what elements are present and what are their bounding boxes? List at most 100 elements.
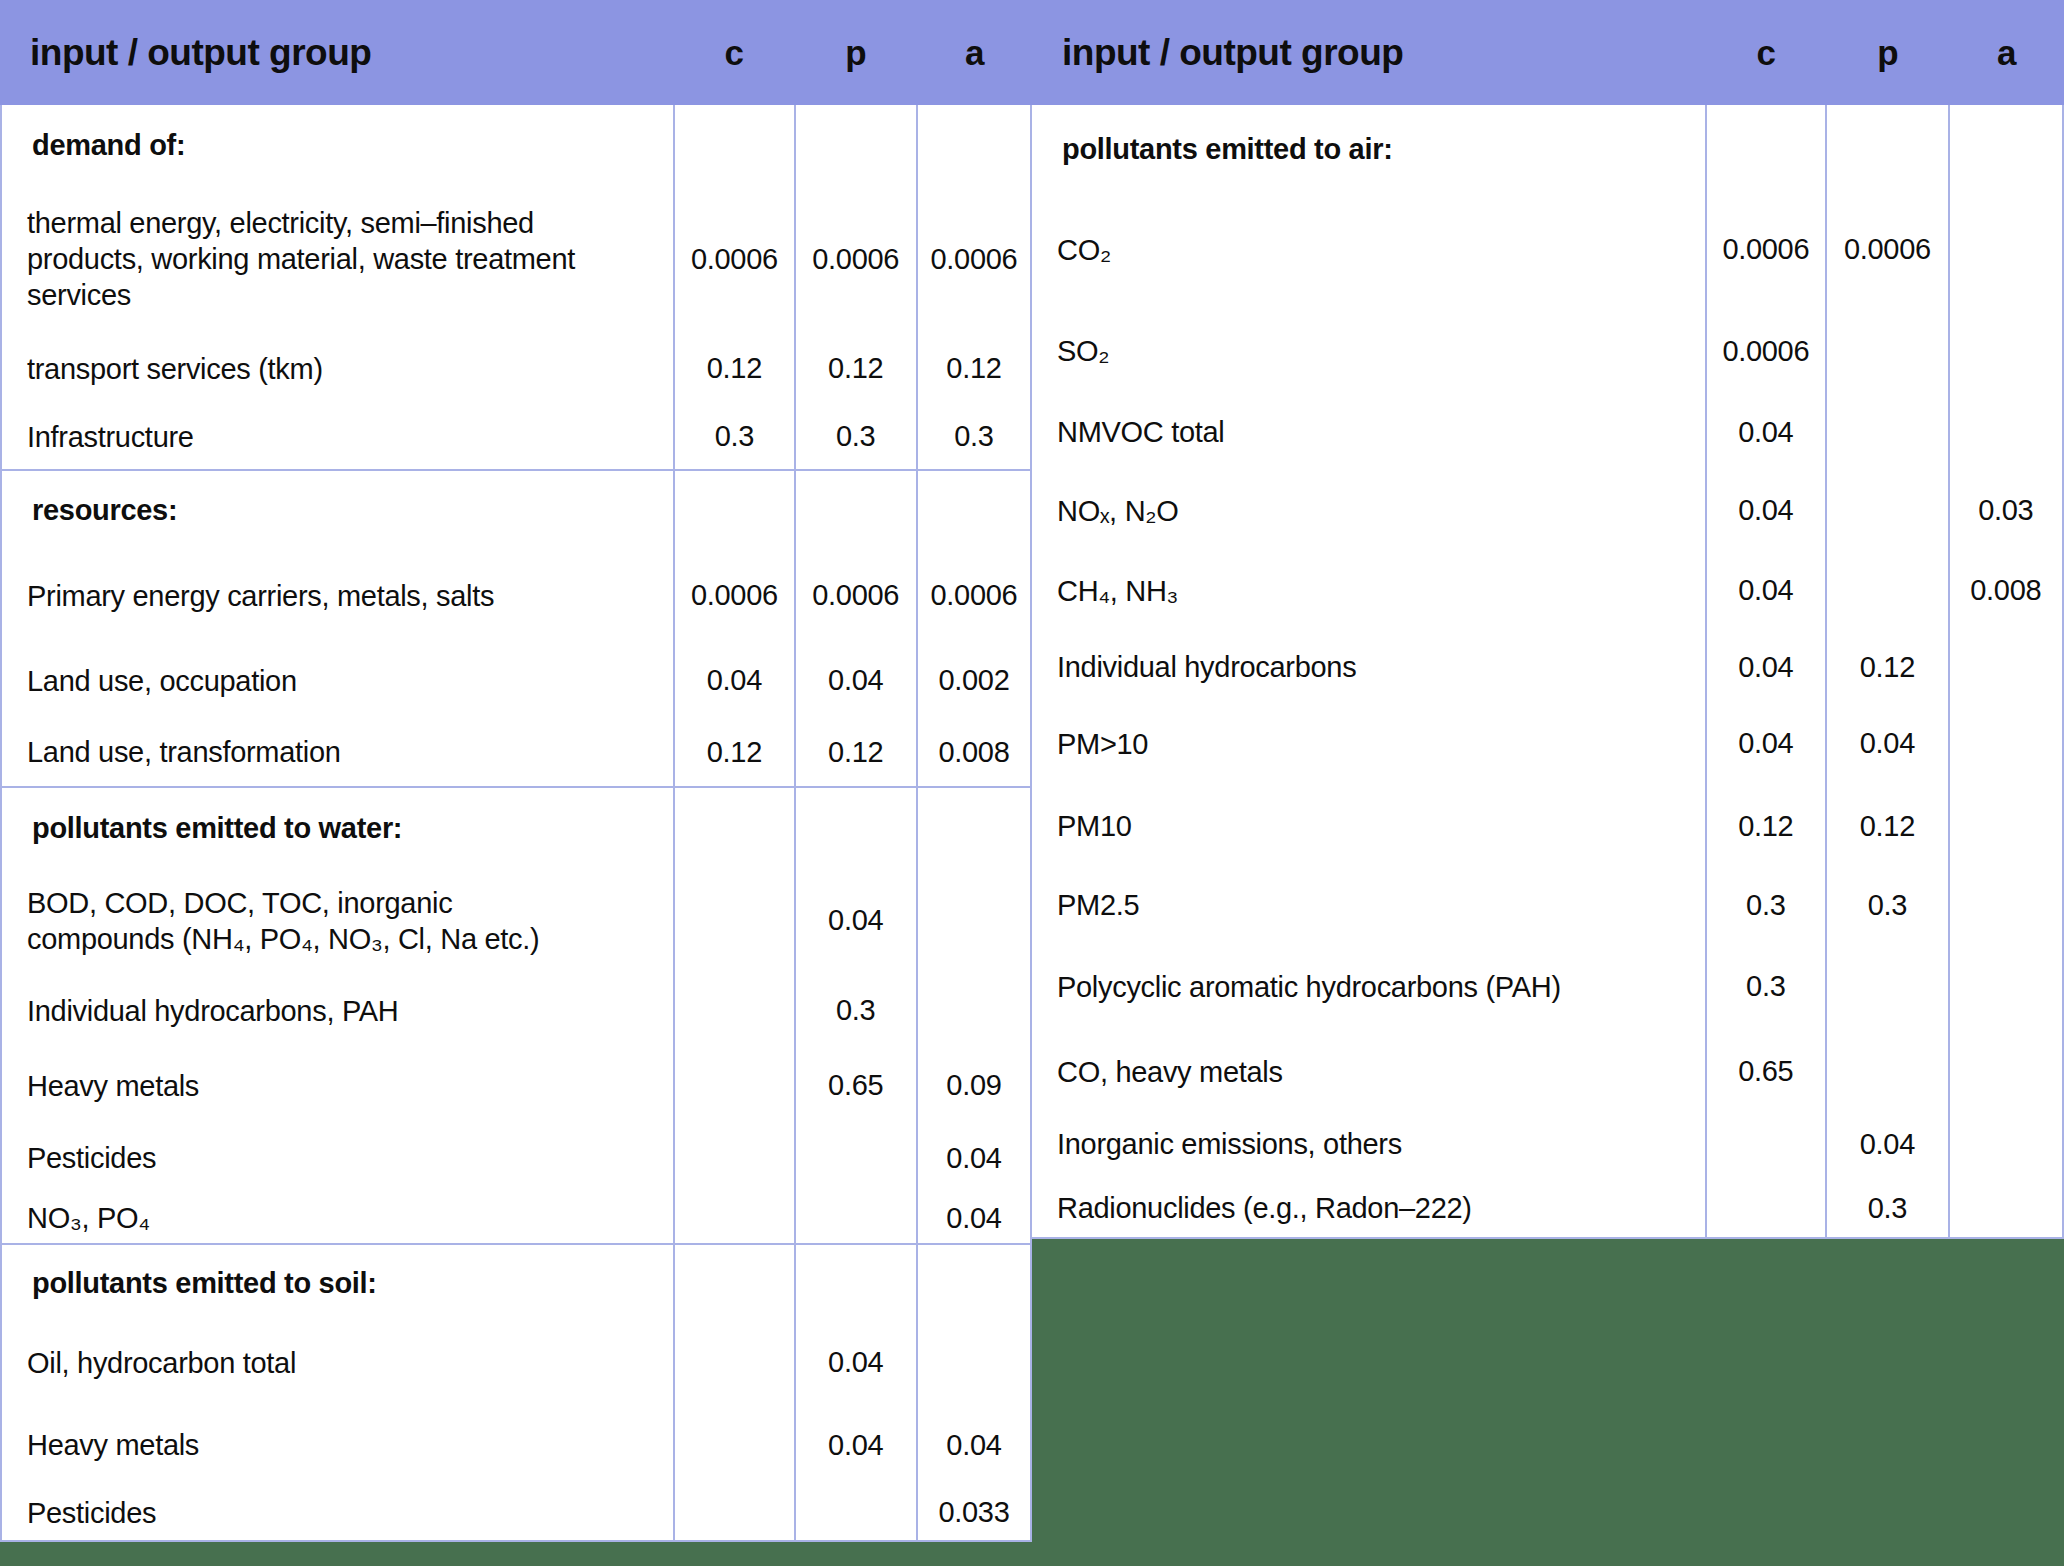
value-cell-a bbox=[1948, 193, 2062, 306]
value-cell-p bbox=[1825, 396, 1948, 468]
right-table-body: pollutants emitted to air: CO₂ 0.0006 0.… bbox=[1032, 105, 2064, 1239]
value-cell-p bbox=[794, 105, 916, 185]
value-cell-c: 0.3 bbox=[673, 404, 793, 469]
column-title: input / output group bbox=[1032, 32, 1706, 74]
value-cell-c bbox=[673, 788, 793, 868]
value-cell-p bbox=[1825, 306, 1948, 396]
value-cell-a: 0.002 bbox=[916, 643, 1030, 718]
value-cell-c: 0.3 bbox=[1705, 939, 1826, 1034]
value-cell-a: 0.03 bbox=[1948, 468, 2062, 553]
row-label: Pesticides bbox=[2, 1485, 673, 1540]
table-row: thermal energy, electricity, semi–finish… bbox=[2, 185, 1030, 333]
page: input / output group c p a demand of: th… bbox=[0, 0, 2064, 1566]
row-label: PM>10 bbox=[1032, 706, 1705, 781]
value-cell-a: 0.04 bbox=[916, 1123, 1030, 1193]
value-cell-c: 0.12 bbox=[673, 718, 793, 786]
table-row: CH₄, NH₃ 0.04 0.008 bbox=[1032, 553, 2062, 628]
value-cell-a: 0.3 bbox=[916, 404, 1030, 469]
left-table-header: input / output group c p a bbox=[0, 0, 1032, 105]
value-cell-a bbox=[1948, 871, 2062, 939]
value-cell-a bbox=[916, 973, 1030, 1048]
value-cell-c bbox=[673, 1123, 793, 1193]
section-title-row: demand of: bbox=[2, 105, 1030, 185]
row-label: Infrastructure bbox=[2, 404, 673, 469]
value-cell-p: 0.65 bbox=[794, 1048, 916, 1123]
value-cell-a bbox=[916, 471, 1030, 548]
section-title-row: resources: bbox=[2, 471, 1030, 548]
table-row: Primary energy carriers, metals, salts 0… bbox=[2, 548, 1030, 643]
value-cell-p bbox=[1825, 1034, 1948, 1109]
section-title: pollutants emitted to air: bbox=[1032, 105, 1705, 193]
table-row: Land use, occupation 0.04 0.04 0.002 bbox=[2, 643, 1030, 718]
value-cell-p bbox=[1825, 468, 1948, 553]
value-cell-c: 0.12 bbox=[1705, 781, 1826, 871]
value-cell-a bbox=[1948, 1109, 2062, 1179]
row-label: Inorganic emissions, others bbox=[1032, 1109, 1705, 1179]
table-row: Heavy metals 0.65 0.09 bbox=[2, 1048, 1030, 1123]
row-label: CO, heavy metals bbox=[1032, 1034, 1705, 1109]
section-air: pollutants emitted to air: CO₂ 0.0006 0.… bbox=[1032, 105, 2062, 1237]
value-cell-a bbox=[1948, 306, 2062, 396]
value-cell-p bbox=[1825, 105, 1948, 193]
value-cell-c: 0.04 bbox=[1705, 706, 1826, 781]
value-cell-a: 0.04 bbox=[916, 1405, 1030, 1485]
right-table: input / output group c p a pollutants em… bbox=[1032, 0, 2064, 1542]
table-row: Inorganic emissions, others 0.04 bbox=[1032, 1109, 2062, 1179]
value-cell-a bbox=[1948, 781, 2062, 871]
value-cell-c bbox=[673, 1405, 793, 1485]
value-cell-a: 0.12 bbox=[916, 333, 1030, 404]
value-cell-p bbox=[794, 471, 916, 548]
value-cell-p: 0.12 bbox=[1825, 781, 1948, 871]
value-cell-a bbox=[916, 788, 1030, 868]
value-cell-a bbox=[916, 868, 1030, 973]
value-cell-a bbox=[1948, 1179, 2062, 1237]
left-table: input / output group c p a demand of: th… bbox=[0, 0, 1032, 1542]
row-label: thermal energy, electricity, semi–finish… bbox=[2, 185, 673, 333]
table-row: Land use, transformation 0.12 0.12 0.008 bbox=[2, 718, 1030, 786]
row-label: Heavy metals bbox=[2, 1405, 673, 1485]
value-cell-c: 0.65 bbox=[1705, 1034, 1826, 1109]
row-label: Oil, hydrocarbon total bbox=[2, 1320, 673, 1405]
row-label: Polycyclic aromatic hydrocarbons (PAH) bbox=[1032, 939, 1705, 1034]
section-title: pollutants emitted to water: bbox=[2, 788, 673, 868]
table-row: PM2.5 0.3 0.3 bbox=[1032, 871, 2062, 939]
table-row: Pesticides 0.033 bbox=[2, 1485, 1030, 1540]
value-cell-a bbox=[1948, 105, 2062, 193]
row-label: Heavy metals bbox=[2, 1048, 673, 1123]
value-cell-c bbox=[673, 105, 793, 185]
value-cell-a bbox=[1948, 628, 2062, 706]
table-row: CO₂ 0.0006 0.0006 bbox=[1032, 193, 2062, 306]
row-label: Primary energy carriers, metals, salts bbox=[2, 548, 673, 643]
value-cell-c: 0.12 bbox=[673, 333, 793, 404]
value-cell-a: 0.008 bbox=[916, 718, 1030, 786]
section-water: pollutants emitted to water: BOD, COD, D… bbox=[2, 788, 1030, 1245]
section-soil: pollutants emitted to soil: Oil, hydroca… bbox=[2, 1245, 1030, 1540]
value-cell-p: 0.04 bbox=[794, 643, 916, 718]
table-row: SO₂ 0.0006 bbox=[1032, 306, 2062, 396]
section-demand: demand of: thermal energy, electricity, … bbox=[2, 105, 1030, 471]
row-label: Individual hydrocarbons, PAH bbox=[2, 973, 673, 1048]
value-cell-p: 0.3 bbox=[1825, 871, 1948, 939]
table-row: NMVOC total 0.04 bbox=[1032, 396, 2062, 468]
value-cell-c: 0.04 bbox=[673, 643, 793, 718]
row-label: PM10 bbox=[1032, 781, 1705, 871]
row-label: CH₄, NH₃ bbox=[1032, 553, 1705, 628]
column-title: input / output group bbox=[0, 32, 674, 74]
row-label: Land use, occupation bbox=[2, 643, 673, 718]
value-cell-p: 0.04 bbox=[1825, 1109, 1948, 1179]
value-cell-a: 0.033 bbox=[916, 1485, 1030, 1540]
value-cell-a bbox=[916, 1320, 1030, 1405]
row-label: NOₓ, N₂O bbox=[1032, 468, 1705, 553]
value-cell-c: 0.04 bbox=[1705, 628, 1826, 706]
value-cell-p: 0.0006 bbox=[794, 185, 916, 333]
table-row: CO, heavy metals 0.65 bbox=[1032, 1034, 2062, 1109]
value-cell-c bbox=[1705, 1179, 1826, 1237]
table-row: PM>10 0.04 0.04 bbox=[1032, 706, 2062, 781]
value-cell-c: 0.0006 bbox=[673, 548, 793, 643]
table-row: Individual hydrocarbons, PAH 0.3 bbox=[2, 973, 1030, 1048]
table-row: Oil, hydrocarbon total 0.04 bbox=[2, 1320, 1030, 1405]
column-header-a: a bbox=[917, 33, 1032, 73]
row-label: Radionuclides (e.g., Radon–222) bbox=[1032, 1179, 1705, 1237]
value-cell-a bbox=[1948, 1034, 2062, 1109]
table-row: Polycyclic aromatic hydrocarbons (PAH) 0… bbox=[1032, 939, 2062, 1034]
